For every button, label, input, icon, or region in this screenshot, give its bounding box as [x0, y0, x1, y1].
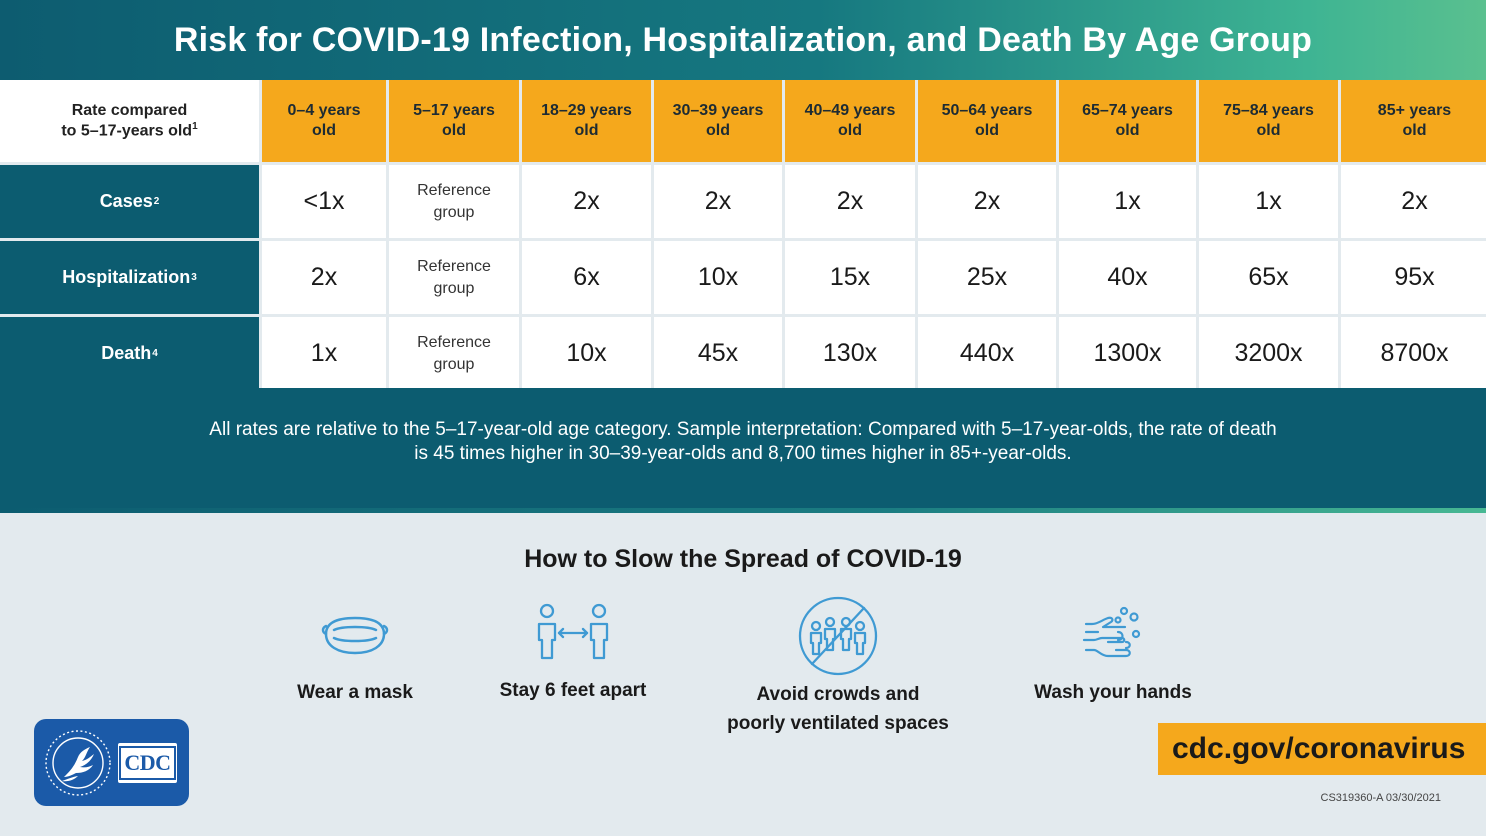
table-cell: 440x: [918, 317, 1056, 390]
corner-line2: to 5–17-years old1: [61, 120, 198, 140]
table-cell: <1x: [262, 165, 386, 238]
table-cell: 1x: [1199, 165, 1338, 238]
tip-label: Wear a mask: [297, 682, 413, 703]
column-header-65-74: 65–74 years old: [1059, 80, 1196, 162]
column-header-50-64: 50–64 years old: [918, 80, 1056, 162]
interpretation-text: All rates are relative to the 5–17-year-…: [209, 419, 1277, 464]
table-cell: 95x: [1341, 241, 1486, 314]
hhs-eagle-seal-icon: [45, 729, 111, 796]
no-crowds-icon: [798, 596, 878, 676]
mask-icon: [321, 616, 389, 655]
column-header-30-39: 30–39 years old: [654, 80, 782, 162]
table-cell: 2x: [918, 165, 1056, 238]
table-cell: 6x: [522, 241, 651, 314]
howto-title: How to Slow the Spread of COVID-19: [524, 545, 962, 573]
column-header-18-29: 18–29 years old: [522, 80, 651, 162]
row-header-hospitalization: Hospitalization 3: [0, 241, 259, 314]
table-cell: 1300x: [1059, 317, 1196, 390]
website-url[interactable]: cdc.gov/coronavirus: [1158, 723, 1486, 775]
tip-label: Wash your hands: [1034, 682, 1192, 703]
divider: [0, 508, 1486, 513]
footnote-marker: 1: [192, 120, 198, 132]
table-cell: 45x: [654, 317, 782, 390]
row-header-death: Death 4: [0, 317, 259, 390]
tip-stay-apart: Stay 6 feet apart: [478, 602, 668, 705]
corner-line1: Rate compared: [71, 101, 188, 119]
tip-wear-mask: Wear a mask: [270, 606, 440, 707]
table-cell-reference: Reference group: [389, 241, 519, 314]
table-cell: 2x: [262, 241, 386, 314]
cdc-logo-mark: CDC: [118, 743, 177, 783]
risk-table: Rate compared to 5–17-years old1 0–4 yea…: [0, 80, 1486, 390]
table-cell: 25x: [918, 241, 1056, 314]
interpretation-note: All rates are relative to the 5–17-year-…: [0, 388, 1486, 508]
table-cell: 65x: [1199, 241, 1338, 314]
tip-wash-hands: Wash your hands: [1020, 604, 1206, 707]
column-header-0-4: 0–4 years old: [262, 80, 386, 162]
table-corner-label: Rate compared to 5–17-years old1: [0, 80, 259, 162]
header-banner: Risk for COVID-19 Infection, Hospitaliza…: [0, 0, 1486, 80]
wash-hands-icon: [1082, 606, 1141, 658]
table-cell: 130x: [785, 317, 915, 390]
column-header-40-49: 40–49 years old: [785, 80, 915, 162]
table-cell: 10x: [654, 241, 782, 314]
tip-label: Stay 6 feet apart: [499, 680, 647, 701]
distance-icon: [537, 603, 609, 660]
table-cell: 2x: [522, 165, 651, 238]
table-cell: 3200x: [1199, 317, 1338, 390]
table-cell: 1x: [1059, 165, 1196, 238]
table-cell: 1x: [262, 317, 386, 390]
table-cell-reference: Reference group: [389, 165, 519, 238]
tip-label-multiline: Avoid crowds and poorly ventilated space…: [727, 684, 949, 735]
table-cell: 8700x: [1341, 317, 1486, 390]
table-cell: 2x: [785, 165, 915, 238]
column-header-5-17: 5–17 years old: [389, 80, 519, 162]
table-cell: 2x: [1341, 165, 1486, 238]
table-cell: 40x: [1059, 241, 1196, 314]
table-cell: 15x: [785, 241, 915, 314]
table-cell: 10x: [522, 317, 651, 390]
row-header-cases: Cases 2: [0, 165, 259, 238]
table-cell: 2x: [654, 165, 782, 238]
column-header-85-plus: 85+ years old: [1341, 80, 1486, 162]
tip-avoid-crowds: Avoid crowds and poorly ventilated space…: [708, 594, 968, 739]
cdc-hhs-logo: CDC: [34, 719, 189, 806]
column-header-75-84: 75–84 years old: [1199, 80, 1338, 162]
document-id: CS319360-A 03/30/2021: [1320, 792, 1442, 804]
page-title: Risk for COVID-19 Infection, Hospitaliza…: [173, 20, 1313, 59]
table-cell-reference: Reference group: [389, 317, 519, 390]
